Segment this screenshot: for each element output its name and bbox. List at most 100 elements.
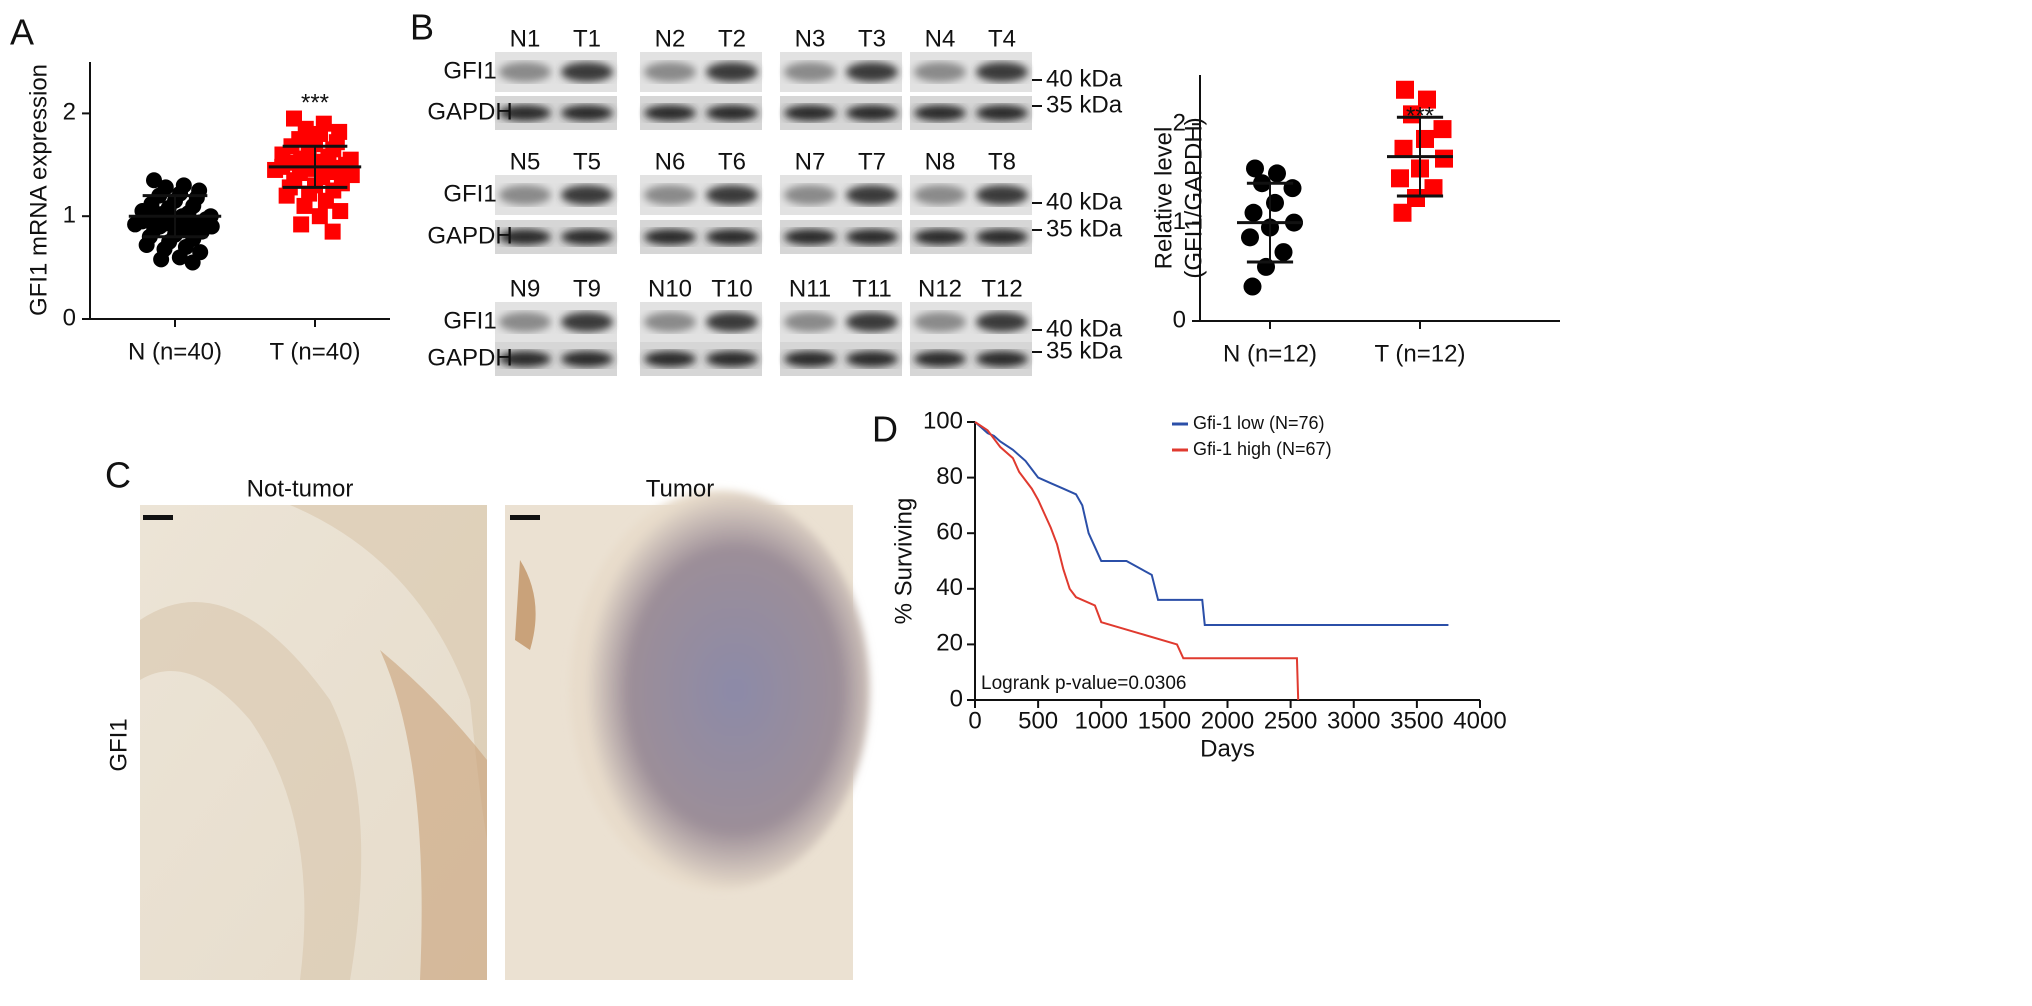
blot-band: [914, 229, 966, 245]
lane-label: T5: [573, 148, 601, 175]
point: [1403, 105, 1421, 124]
x-tick-label: T (n=40): [270, 338, 361, 365]
lane-label: N3: [795, 25, 826, 52]
point: [311, 208, 328, 225]
scale-bar: [143, 515, 173, 520]
point: [267, 161, 284, 178]
y-tick-label: 40: [936, 574, 963, 601]
y-axis-label: (GFI1/GAPDH): [1180, 117, 1207, 278]
survival-curve: [974, 421, 1300, 701]
legend-label: Gfi-1 high (N=67): [1193, 439, 1332, 459]
y-axis-label: GFI1 mRNA expression: [25, 64, 52, 316]
marker-label: 35 kDa: [1046, 91, 1123, 118]
lane-label: N4: [925, 25, 956, 52]
point: [1396, 80, 1414, 99]
blot-band: [644, 312, 696, 332]
tissue: [570, 490, 870, 890]
point: [1394, 139, 1413, 158]
x-tick-label: 4000: [1453, 707, 1506, 734]
marker-label: 40 kDa: [1046, 315, 1123, 342]
point: [1391, 169, 1409, 188]
x-tick-label: 2000: [1201, 707, 1254, 734]
panel-letter: B: [410, 7, 434, 48]
x-tick-label: 1500: [1138, 707, 1191, 734]
blot-band: [499, 229, 551, 245]
blot-band: [561, 229, 613, 245]
blot-band: [784, 312, 836, 332]
blot-band: [846, 105, 898, 121]
blot-band: [914, 62, 966, 82]
blot-band: [499, 312, 551, 332]
x-tick-label: 0: [968, 707, 981, 734]
annotation: Logrank p-value=0.0306: [981, 673, 1186, 694]
panel-letter: A: [10, 12, 34, 53]
y-tick-label: 2: [63, 99, 76, 126]
x-tick-label: T (n=12): [1375, 340, 1466, 367]
point: [1393, 203, 1412, 222]
panel-letter: C: [105, 455, 131, 496]
blot-band: [644, 351, 696, 367]
lane-label: T11: [852, 275, 892, 302]
blot-band: [784, 105, 836, 121]
lane-label: N7: [795, 148, 826, 175]
blot-band: [499, 351, 551, 367]
x-tick-label: 3000: [1327, 707, 1380, 734]
row-label: GFI1: [443, 307, 496, 334]
point: [296, 197, 313, 214]
row-label: GFI1: [105, 718, 132, 771]
blot-band: [706, 105, 758, 121]
marker-label: 35 kDa: [1046, 337, 1123, 364]
blot-band: [846, 312, 898, 332]
x-tick-label: 500: [1018, 707, 1058, 734]
point: [1268, 164, 1286, 183]
x-axis-label: Days: [1200, 735, 1255, 762]
blot-band: [499, 105, 551, 121]
x-tick-label: 1000: [1075, 707, 1128, 734]
blot-band: [976, 312, 1028, 332]
point: [138, 236, 155, 253]
blot-band: [644, 229, 696, 245]
lane-label: N5: [510, 148, 541, 175]
blot-band: [784, 62, 836, 82]
lane-label: T10: [711, 275, 752, 302]
blot-band: [784, 185, 836, 205]
tissue: [515, 560, 536, 650]
point: [1243, 277, 1262, 296]
blot-band: [914, 312, 966, 332]
point: [1416, 129, 1434, 148]
blot-band: [644, 105, 696, 121]
blot-band: [499, 185, 551, 205]
point: [1266, 193, 1284, 212]
annotation: ***: [301, 89, 329, 116]
blot-band: [706, 62, 758, 82]
point: [324, 223, 341, 240]
lane-label: T2: [718, 25, 746, 52]
point: [1424, 179, 1443, 198]
lane-label: N11: [789, 275, 831, 302]
y-tick-label: 60: [936, 519, 963, 546]
y-tick-label: 1: [63, 202, 76, 229]
point: [301, 185, 318, 202]
point: [153, 251, 170, 268]
point: [171, 249, 188, 266]
point: [1418, 90, 1436, 109]
marker-label: 35 kDa: [1046, 215, 1123, 242]
x-tick-label: 3500: [1390, 707, 1443, 734]
x-tick-label: N (n=40): [128, 338, 222, 365]
point: [184, 254, 201, 271]
lane-label: N10: [648, 275, 692, 302]
blot-band: [644, 185, 696, 205]
lane-label: N1: [510, 25, 541, 52]
blot-band: [706, 351, 758, 367]
row-label: GAPDH: [427, 222, 512, 249]
point: [146, 172, 162, 189]
image-title: Not-tumor: [247, 475, 354, 502]
point: [278, 187, 295, 204]
lane-label: N9: [510, 275, 541, 302]
blot-band: [499, 62, 551, 82]
lane-label: T6: [718, 148, 746, 175]
tissue: [380, 650, 487, 980]
blot-band: [784, 351, 836, 367]
lane-label: N12: [918, 275, 962, 302]
point: [332, 203, 349, 220]
